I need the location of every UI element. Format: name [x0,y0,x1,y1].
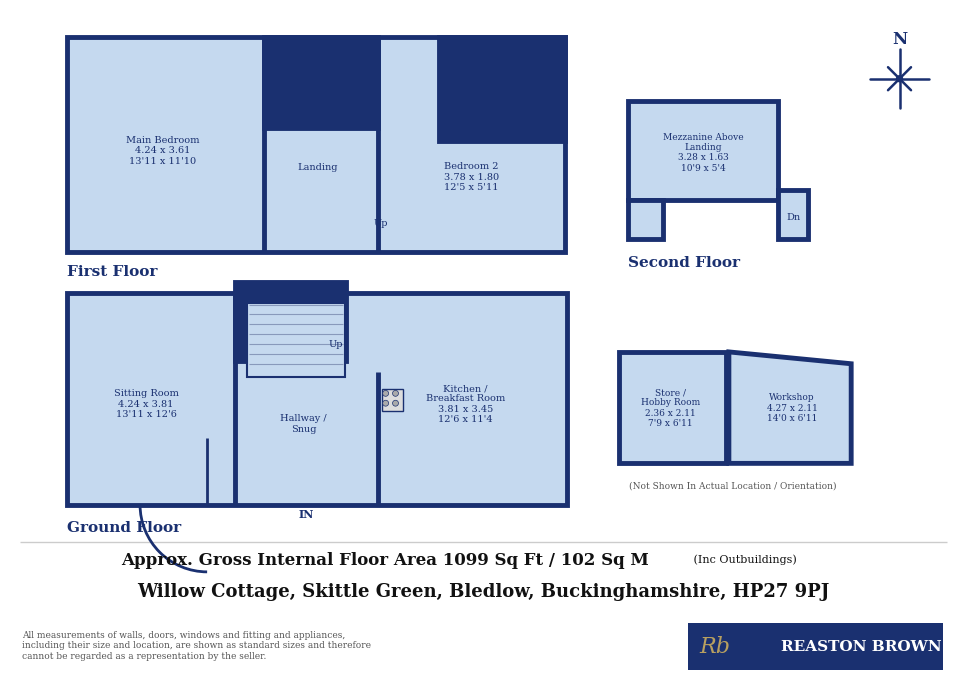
Text: (Inc Outbuildings): (Inc Outbuildings) [691,555,797,565]
Bar [628,102,778,200]
Text: Kitchen /
Breakfast Room
3.81 x 3.45
12'6 x 11'4: Kitchen / Breakfast Room 3.81 x 3.45 12'… [426,384,505,424]
Circle shape [382,390,389,397]
Text: Hallway /
Snug: Hallway / Snug [280,415,327,434]
Text: First Floor: First Floor [67,265,158,279]
Bar [439,37,565,141]
Bar [67,293,567,504]
Bar [381,390,404,411]
Text: Sitting Room
4.24 x 3.81
13'11 x 12'6: Sitting Room 4.24 x 3.81 13'11 x 12'6 [114,390,178,419]
Bar [688,623,943,671]
Text: Dn: Dn [786,213,800,222]
Circle shape [382,400,389,406]
Text: Willow Cottage, Skittle Green, Bledlow, Buckinghamshire, HP27 9PJ: Willow Cottage, Skittle Green, Bledlow, … [137,583,829,601]
Text: Ground Floor: Ground Floor [67,520,181,535]
Bar [67,37,565,253]
Bar [619,352,726,464]
Text: Bedroom 2
3.78 x 1.80
12'5 x 5'11: Bedroom 2 3.78 x 1.80 12'5 x 5'11 [444,163,499,192]
Text: Main Bedroom
4.24 x 3.61
13'11 x 11'10: Main Bedroom 4.24 x 3.61 13'11 x 11'10 [126,136,200,165]
Bar [247,302,345,376]
Text: Second Floor: Second Floor [628,256,740,271]
Bar [628,200,662,239]
Text: Store /
Hobby Room
2.36 x 2.11
7'9 x 6'11: Store / Hobby Room 2.36 x 2.11 7'9 x 6'1… [641,388,701,428]
Text: Mezzanine Above
Landing
3.28 x 1.63
10'9 x 5'4: Mezzanine Above Landing 3.28 x 1.63 10'9… [662,133,744,173]
Bar [778,190,808,239]
Text: IN: IN [298,509,314,520]
Text: All measurements of walls, doors, windows and fitting and appliances,
including : All measurements of walls, doors, window… [22,631,370,661]
Text: Dn: Dn [289,109,303,118]
Text: Landing: Landing [297,163,338,172]
Circle shape [393,400,399,406]
Text: Up: Up [373,219,388,228]
Text: Workshop
4.27 x 2.11
14'0 x 6'11: Workshop 4.27 x 2.11 14'0 x 6'11 [766,393,817,423]
Text: REASTON BROWN: REASTON BROWN [781,640,942,654]
Text: (Not Shown In Actual Location / Orientation): (Not Shown In Actual Location / Orientat… [629,481,837,490]
Circle shape [393,390,399,397]
Bar [265,37,377,128]
Polygon shape [729,352,852,464]
Circle shape [897,75,903,82]
Text: Rb: Rb [700,636,730,658]
Text: Approx. Gross Internal Floor Area 1099 Sq Ft / 102 Sq M: Approx. Gross Internal Floor Area 1099 S… [121,552,649,569]
Text: N: N [892,30,907,48]
Text: Up: Up [328,340,343,349]
Bar [235,282,346,361]
